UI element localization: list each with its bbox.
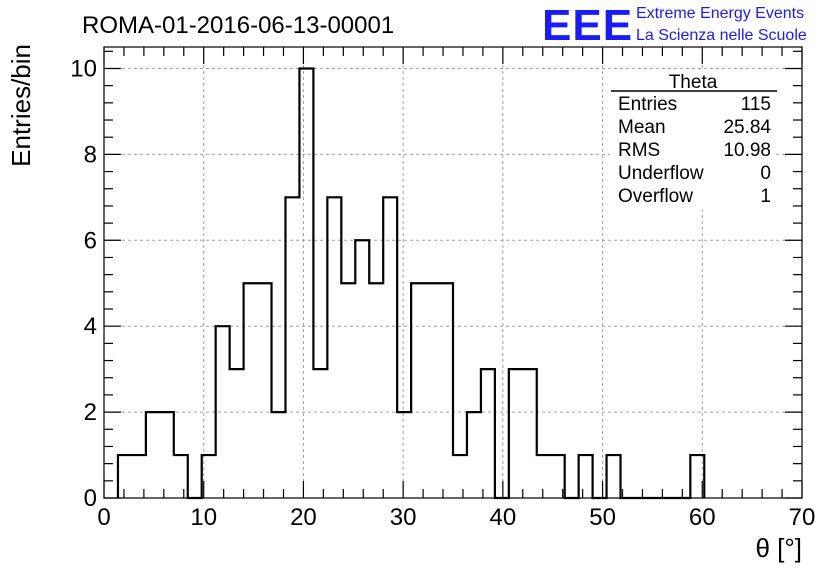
stats-rows: Entries 115 Mean 25.84 RMS 10.98 Underflow 0 Ove… [618,94,771,207]
stats-row-value: 25.84 [723,117,771,138]
chart-title: ROMA-01-2016-06-13-00001 [82,12,394,39]
y-tick-label: 6 [84,227,97,254]
stats-row-label: Underflow [618,163,704,184]
stats-row-label: Overflow [618,186,693,207]
stats-box-background [610,70,776,210]
x-tick-label: 10 [190,504,217,531]
x-tick-label: 40 [490,504,517,531]
plot-frame [103,46,803,499]
stats-row-value: 115 [741,94,771,115]
logo-line-1: Extreme Energy Events [636,5,804,22]
y-axis-label: Entries/bin [6,44,36,167]
stats-title: Theta [669,72,718,93]
x-axis-label: θ [°] [755,533,802,563]
logo-letters: EEE [542,1,633,50]
x-tick-label: 0 [97,504,110,531]
x-tick-label: 50 [589,504,616,531]
histogram-outline [116,67,706,500]
x-tick-label: 70 [789,504,816,531]
stats-row-label: Mean [618,117,666,138]
x-tick-label: 30 [390,504,417,531]
x-tick-label: 20 [290,504,317,531]
y-tick-label: 4 [84,313,97,340]
stats-row-value: 10.98 [723,140,771,161]
eee-logo: EEE Extreme Energy Events La Scienza nel… [542,1,807,50]
stats-row-label: RMS [618,140,660,161]
stats-row-value: 0 [760,163,771,184]
stats-row-value: 1 [760,186,771,207]
y-tick-label: 8 [84,141,97,168]
y-tick-label: 2 [84,399,97,426]
stats-box: Theta Entries 115 Mean 25.84 RMS 10.98 Underfl… [610,70,777,210]
logo-line-2: La Scienza nelle Scuole [636,27,807,44]
stats-row-label: Entries [618,94,677,115]
y-tick-label: 10 [70,55,97,82]
y-tick-label: 0 [84,485,97,512]
x-tick-label: 60 [689,504,716,531]
